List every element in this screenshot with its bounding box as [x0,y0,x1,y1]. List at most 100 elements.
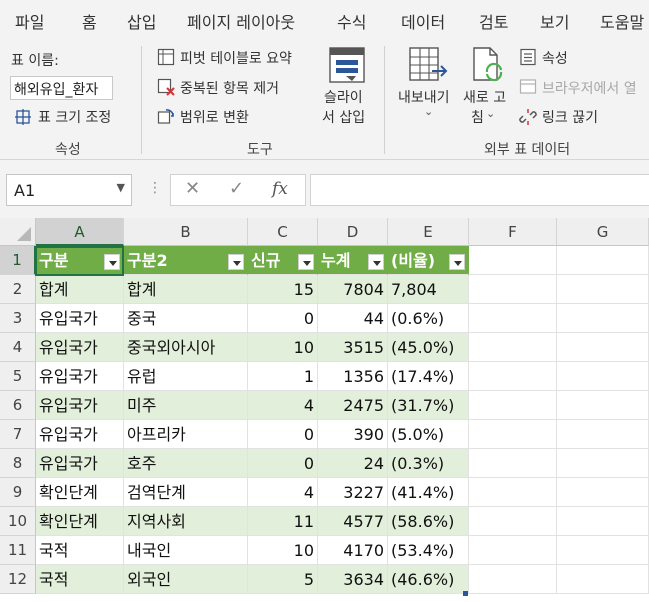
table-cell[interactable]: (5.0%) [388,420,469,449]
unlink-button[interactable]: 링크 끊기 [542,110,598,126]
table-cell[interactable]: 중국 [124,304,248,333]
refresh-button-line1[interactable]: 새로 고 [463,90,507,106]
table-cell[interactable]: (17.4%) [388,362,469,391]
table-cell[interactable]: 2475 [318,391,388,420]
table-cell[interactable]: (31.7%) [388,391,469,420]
table-cell[interactable]: 3515 [318,333,388,362]
table-cell[interactable]: (0.3%) [388,449,469,478]
export-dropdown-chevron-icon[interactable]: ⌄ [424,105,434,118]
filter-dropdown-icon[interactable] [228,254,244,270]
table-cell[interactable]: 유입국가 [36,362,124,391]
insert-slicer-line2[interactable]: 서 삽입 [322,110,366,126]
table-cell[interactable]: 국적 [36,565,124,594]
table-cell[interactable]: 10 [248,333,318,362]
tab-data[interactable]: 데이터 [401,13,446,32]
table-cell[interactable]: 유입국가 [36,420,124,449]
empty-cell[interactable] [469,391,557,420]
table-cell[interactable]: 내국인 [124,536,248,565]
refresh-button-line2[interactable]: 침 [471,110,484,126]
pivot-table-summary-button[interactable]: 피벗 테이블로 요약 [180,51,292,67]
tab-help[interactable]: 도움말 [600,13,645,32]
table-cell[interactable]: 390 [318,420,388,449]
row-header[interactable]: 6 [0,391,36,420]
table-resize-handle[interactable] [463,591,468,596]
enter-icon[interactable]: ✓ [229,178,245,199]
table-cell[interactable]: 0 [248,304,318,333]
empty-cell[interactable] [557,478,649,507]
row-header[interactable]: 11 [0,536,36,565]
table-cell[interactable]: 호주 [124,449,248,478]
insert-slicer-icon[interactable] [328,46,366,84]
filter-dropdown-icon[interactable] [298,254,314,270]
export-icon[interactable] [408,46,448,86]
row-header[interactable]: 1 [0,246,36,275]
insert-slicer-line1[interactable]: 슬라이 [324,90,363,106]
empty-cell[interactable] [557,362,649,391]
table-cell[interactable]: 3227 [318,478,388,507]
empty-cell[interactable] [557,449,649,478]
table-cell[interactable]: 확인단계 [36,478,124,507]
empty-cell[interactable] [469,565,557,594]
empty-cell[interactable] [469,478,557,507]
empty-cell[interactable] [557,391,649,420]
tab-formulas[interactable]: 수식 [337,13,367,32]
table-cell[interactable]: 4577 [318,507,388,536]
table-cell[interactable]: 15 [248,275,318,304]
refresh-icon[interactable] [470,46,508,86]
table-name-field[interactable]: 해외유입_환자 [10,76,113,100]
table-header-cell[interactable]: 신규 [248,246,318,275]
refresh-dropdown-chevron-icon[interactable]: ⌄ [486,107,496,120]
empty-cell[interactable] [557,420,649,449]
table-cell[interactable]: 중국외아시아 [124,333,248,362]
table-cell[interactable]: 유럽 [124,362,248,391]
tab-file[interactable]: 파일 [15,13,45,32]
table-cell[interactable]: (41.4%) [388,478,469,507]
table-header-cell[interactable]: 구분 [36,246,124,275]
formula-input[interactable] [310,174,649,206]
tab-insert[interactable]: 삽입 [127,13,157,32]
table-cell[interactable]: 확인단계 [36,507,124,536]
name-box-dropdown-icon[interactable]: ▼ [116,181,125,194]
table-cell[interactable]: (58.6%) [388,507,469,536]
empty-cell[interactable] [469,507,557,536]
empty-cell[interactable] [469,362,557,391]
empty-cell[interactable] [557,536,649,565]
table-cell[interactable]: 3634 [318,565,388,594]
table-cell[interactable]: 유입국가 [36,333,124,362]
table-header-cell[interactable]: (비율) [388,246,469,275]
export-button[interactable]: 내보내기 [398,90,450,106]
tab-page-layout[interactable]: 페이지 레이아웃 [187,13,296,32]
table-cell[interactable]: 1356 [318,362,388,391]
table-cell[interactable]: 외국인 [124,565,248,594]
tab-home[interactable]: 홈 [82,13,97,32]
row-header[interactable]: 4 [0,333,36,362]
table-cell[interactable]: 유입국가 [36,304,124,333]
column-header-f[interactable]: F [469,218,557,246]
row-header[interactable]: 2 [0,275,36,304]
properties-button[interactable]: 속성 [542,51,568,67]
empty-cell[interactable] [469,420,557,449]
table-header-cell[interactable]: 누계 [318,246,388,275]
table-cell[interactable]: 4170 [318,536,388,565]
row-header[interactable]: 10 [0,507,36,536]
formula-bar-handle-icon[interactable]: ⋮ [148,180,162,196]
table-cell[interactable]: (0.6%) [388,304,469,333]
table-cell[interactable]: 5 [248,565,318,594]
column-header-c[interactable]: C [248,218,318,246]
row-header[interactable]: 9 [0,478,36,507]
table-cell[interactable]: 24 [318,449,388,478]
table-cell[interactable]: 44 [318,304,388,333]
tab-view[interactable]: 보기 [540,13,570,32]
table-cell[interactable]: 아프리카 [124,420,248,449]
row-header[interactable]: 5 [0,362,36,391]
tab-review[interactable]: 검토 [479,13,509,32]
empty-cell[interactable] [557,275,649,304]
table-cell[interactable]: 미주 [124,391,248,420]
insert-function-icon[interactable]: fx [272,179,288,199]
empty-cell[interactable] [557,304,649,333]
table-cell[interactable]: 7,804 [388,275,469,304]
table-cell[interactable]: 지역사회 [124,507,248,536]
table-cell[interactable]: 7804 [318,275,388,304]
table-cell[interactable]: 1 [248,362,318,391]
column-header-e[interactable]: E [388,218,469,246]
